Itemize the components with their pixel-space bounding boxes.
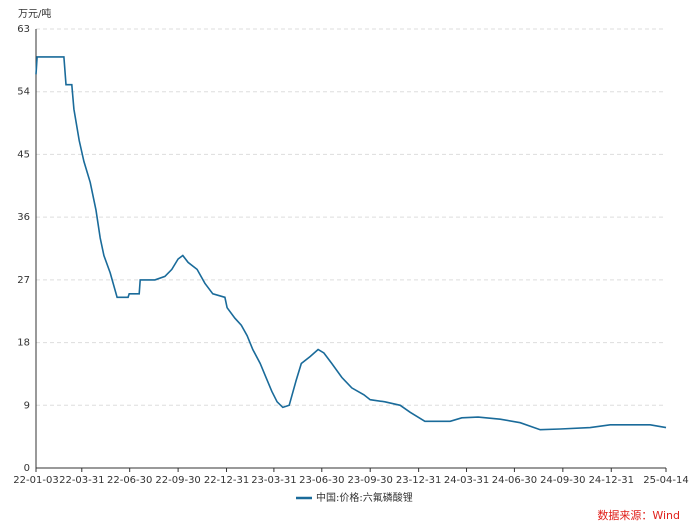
x-tick-label: 25-04-14 (643, 475, 688, 486)
x-tick-label: 24-06-30 (492, 475, 537, 486)
y-tick-label: 63 (17, 24, 30, 35)
x-tick-label: 22-09-30 (155, 475, 200, 486)
x-tick-label: 24-09-30 (540, 475, 585, 486)
y-tick-label: 54 (17, 87, 30, 98)
x-tick-label: 22-12-31 (204, 475, 249, 486)
y-tick-label: 45 (17, 149, 30, 160)
y-tick-label: 27 (17, 275, 30, 286)
y-unit: 万元/吨 (18, 7, 51, 20)
y-tick-label: 18 (17, 338, 30, 349)
x-tick-label: 23-06-30 (299, 475, 344, 486)
legend-label: 中国:价格:六氟磷酸锂 (316, 491, 413, 504)
source-note: 数据来源：Wind (597, 508, 680, 522)
x-tick-label: 23-09-30 (348, 475, 393, 486)
x-tick-label: 24-03-31 (444, 475, 489, 486)
x-tick-label: 22-03-31 (59, 475, 104, 486)
x-tick-label: 24-12-31 (589, 475, 634, 486)
x-tick-label: 22-01-03 (13, 475, 58, 486)
y-tick-label: 36 (17, 212, 30, 223)
x-tick-label: 23-12-31 (396, 475, 441, 486)
x-tick-label: 23-03-31 (251, 475, 296, 486)
y-tick-label: 0 (24, 463, 30, 474)
data-line (35, 56, 667, 431)
x-tick-label: 22-06-30 (107, 475, 152, 486)
y-tick-label: 9 (24, 400, 30, 411)
